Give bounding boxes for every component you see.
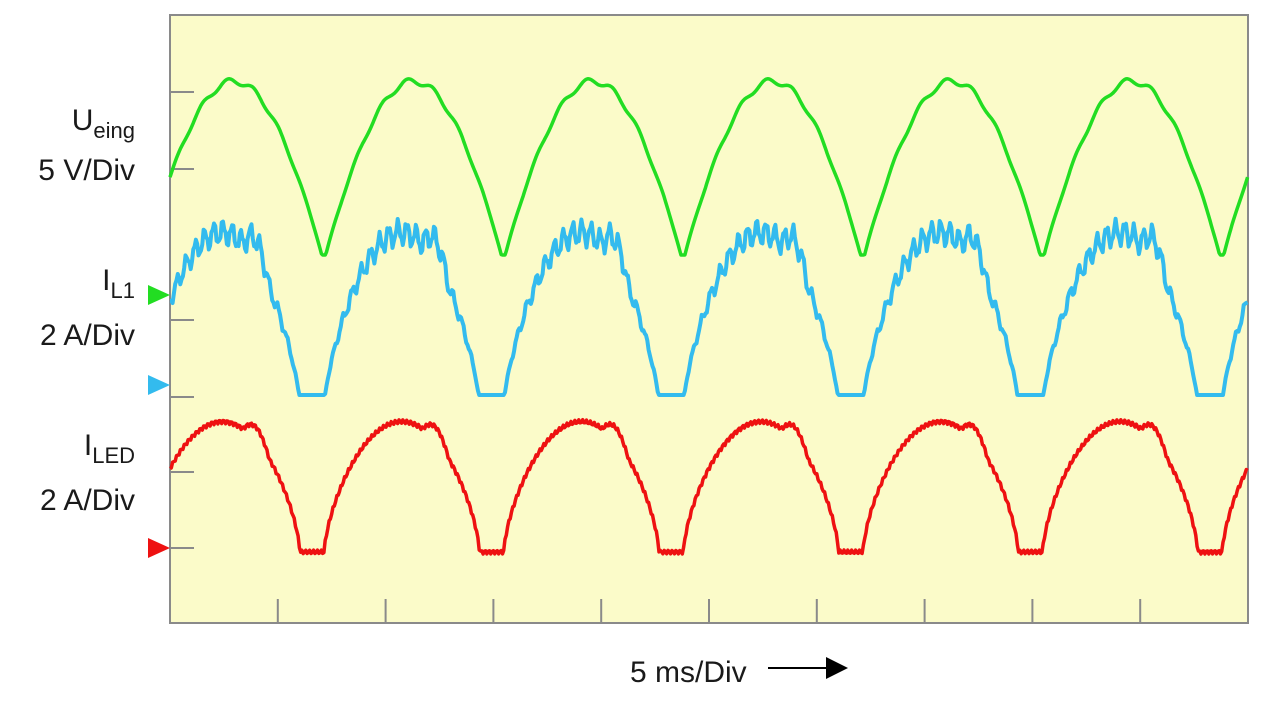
time-arrow-icon [768,657,848,679]
axis-ticks [170,91,1142,623]
svg-text:IL1: IL1 [102,264,135,303]
channel-name-sub: LED [92,443,135,468]
channel-scale: 2 A/Div [40,484,135,517]
trace-i-l1 [169,216,1249,397]
channel-name-sub: L1 [111,278,135,303]
traces [168,77,1250,556]
trace-u-eing [168,77,1250,257]
channel-marker-l1-icon [148,375,170,395]
trace-i-led [169,417,1249,556]
channel-name-sub: eing [93,118,135,143]
channel-name-main: U [72,104,94,137]
channel-label-il1: IL1 2 A/Div [40,264,135,352]
svg-text:ILED: ILED [84,429,135,468]
channel-marker-led-icon [148,538,170,558]
channel-scale: 5 V/Div [38,154,135,187]
x-axis-label: 5 ms/Div [630,656,747,689]
channel-markers [148,285,170,558]
channel-scale: 2 A/Div [40,319,135,352]
channel-label-iled: ILED 2 A/Div [40,429,135,517]
channel-label-ueing: Ueing 5 V/Div [38,104,135,187]
channel-marker-eing-icon [148,285,170,305]
plot-area [169,14,1249,624]
channel-name-main: I [102,264,110,297]
svg-text:Ueing: Ueing [72,104,135,143]
channel-name-main: I [84,429,92,462]
